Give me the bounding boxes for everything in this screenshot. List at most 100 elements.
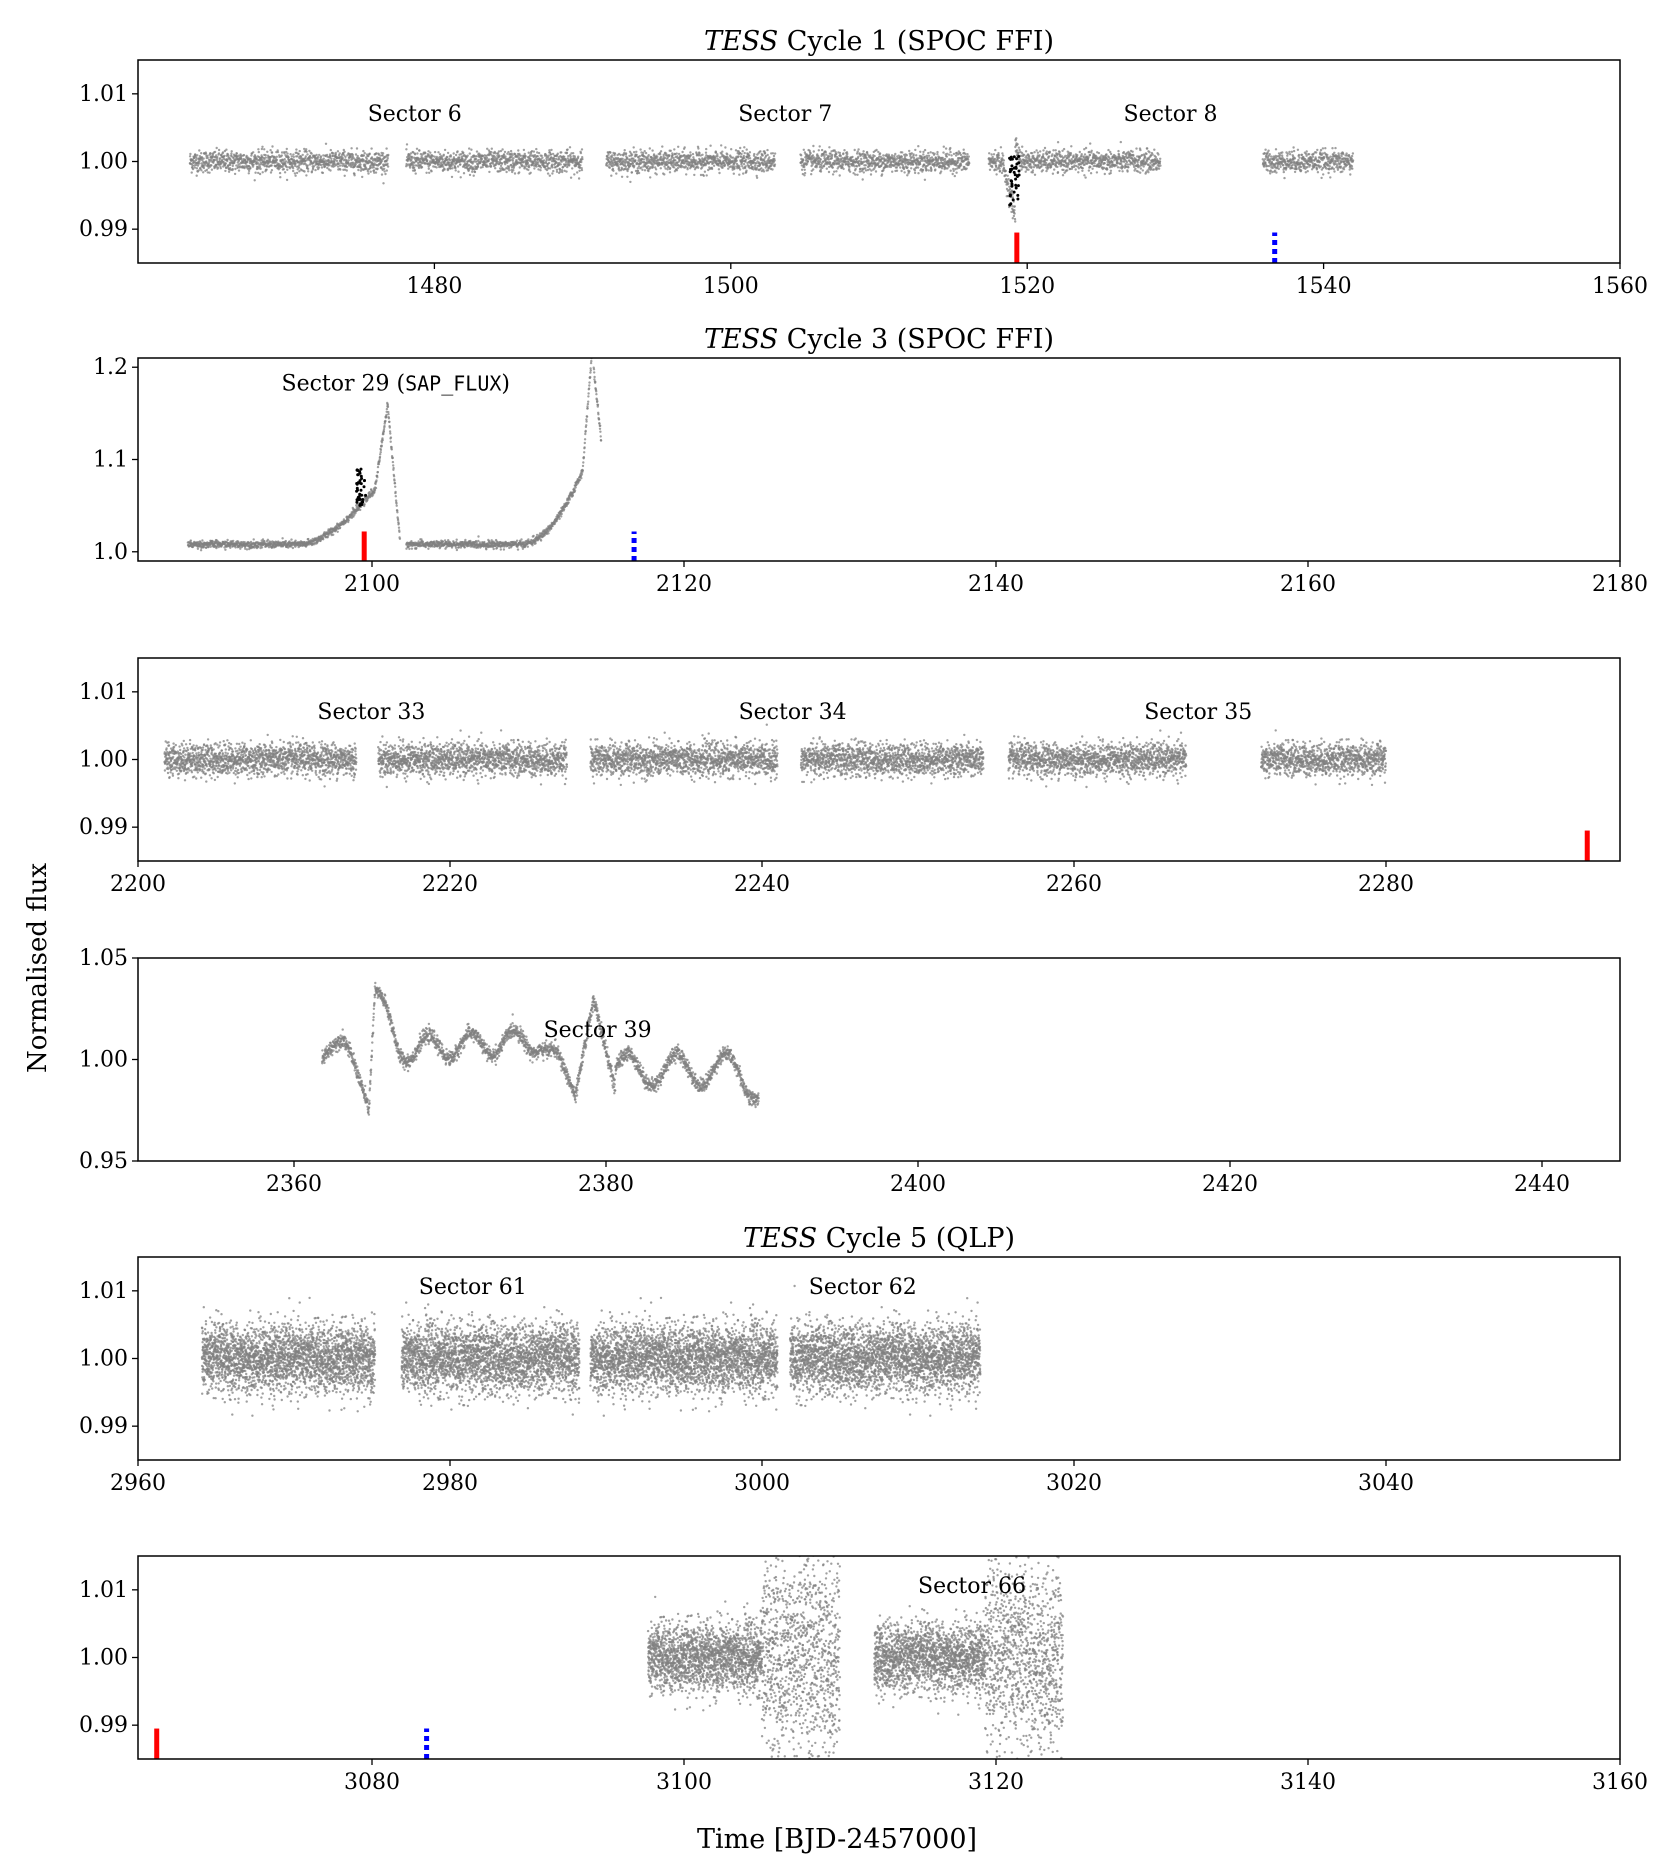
sector-label: Sector 6: [368, 102, 462, 127]
panel-1: TESS Cycle 1 (SPOC FFI) 1480 1500 1520 1540 1…: [79, 26, 1648, 299]
highlight-points-1: [355, 467, 368, 507]
x-tick-label: 3140: [1280, 1770, 1336, 1795]
y-tick-label: 1.2: [93, 355, 128, 380]
x-tick-label: 3080: [344, 1770, 400, 1795]
y-tick-label: 1.0: [93, 540, 128, 565]
y-tick-label: 1.01: [79, 680, 128, 705]
segment-4: [799, 733, 985, 785]
sector-label-text: Sector 62: [809, 1275, 917, 1300]
sector-label-text: Sector 8: [1124, 102, 1218, 127]
x-tick-label: 2140: [968, 572, 1024, 597]
y-tick-label: 0.99: [79, 217, 128, 242]
y-tick-label: 1.00: [79, 1048, 128, 1073]
x-tick-label: 2180: [1592, 572, 1648, 597]
data-points: [186, 358, 603, 552]
segment-5: [1007, 729, 1188, 789]
segment-6: [1261, 146, 1355, 180]
data-points: [163, 723, 1388, 789]
sector-label: Sector 61: [419, 1275, 527, 1300]
y-tick-label: 1.05: [79, 946, 128, 971]
panel-title-em: TESS: [704, 26, 778, 57]
x-tick-label: 2220: [422, 872, 478, 897]
sector-label-end: ): [501, 371, 510, 396]
y-axis-label: Normalised flux: [23, 863, 53, 1073]
sector-label-text: Sector 7: [738, 102, 832, 127]
data-points: [320, 981, 760, 1116]
panels: TESS Cycle 1 (SPOC FFI) 1480 1500 1520 1540 1…: [79, 26, 1648, 1795]
y-tick-label: 1.01: [79, 1578, 128, 1603]
x-tick-label: 2440: [1514, 1172, 1570, 1197]
x-tick-label: 2380: [578, 1172, 634, 1197]
x-axis-label: Time [BJD-2457000]: [697, 1824, 977, 1855]
y-tick-label: 1.01: [79, 1279, 128, 1304]
x-tick-label: 2980: [422, 1471, 478, 1496]
sector-label-text: Sector 29 (: [282, 371, 406, 396]
segment-4: [799, 144, 971, 181]
x-tick-label: 3160: [1592, 1770, 1648, 1795]
x-tick-label: 1500: [703, 274, 759, 299]
panel-title-rest: Cycle 5 (QLP): [817, 1223, 1015, 1254]
x-tick-label: 1520: [999, 274, 1055, 299]
panel-3: 2200 2220 2240 2260 2280 0.99 1.00 1.01 Sector 3…: [79, 657, 1621, 897]
panel-title-rest: Cycle 1 (SPOC FFI): [778, 26, 1054, 57]
segment-1: [646, 1595, 764, 1712]
segment-2: [405, 143, 584, 180]
panel-title: TESS Cycle 1 (SPOC FFI): [704, 26, 1054, 57]
panel-2: TESS Cycle 3 (SPOC FFI) 2100 2120 2140 2160 2…: [93, 324, 1648, 597]
sector-label-text: Sector 34: [739, 700, 847, 725]
highlight-points-1: [1008, 155, 1021, 207]
panel-5: TESS Cycle 5 (QLP) 2960 2980 3000 3020 3040 0.…: [79, 1223, 1621, 1496]
segment-3: [589, 723, 779, 787]
sector-label-mono: SAP_FLUX: [405, 371, 501, 395]
sector-label: Sector 34: [739, 700, 847, 725]
y-tick-label: 1.1: [93, 448, 128, 473]
sector-label: Sector 7: [738, 102, 832, 127]
sector-label: Sector 8: [1124, 102, 1218, 127]
sector-label-text: Sector 61: [419, 1275, 527, 1300]
x-tick-label: 3120: [968, 1770, 1024, 1795]
segment-2: [539, 995, 760, 1109]
x-tick-label: 2280: [1358, 872, 1414, 897]
x-tick-label: 2400: [890, 1172, 946, 1197]
y-tick-label: 0.99: [79, 1414, 128, 1439]
y-tick-label: 0.95: [79, 1149, 128, 1174]
y-tick-label: 1.01: [79, 82, 128, 107]
segment-2: [760, 1556, 842, 1759]
segment-1: [320, 981, 542, 1116]
segment-2: [377, 729, 569, 789]
x-tick-label: 2240: [734, 872, 790, 897]
segment-4: [983, 1556, 1065, 1759]
sector-label-text: Sector 33: [317, 700, 425, 725]
sector-label-text: Sector 66: [918, 1574, 1026, 1599]
y-tick-label: 0.99: [79, 1713, 128, 1738]
x-tick-label: 1480: [406, 274, 462, 299]
x-tick-label: 3020: [1046, 1471, 1102, 1496]
segment-1: [186, 401, 402, 552]
sector-label-text: Sector 39: [544, 1018, 652, 1043]
segment-5: [987, 137, 1162, 223]
x-tick-label: 3040: [1358, 1471, 1414, 1496]
y-tick-label: 1.00: [79, 1347, 128, 1372]
data-points: [646, 1556, 1065, 1759]
sector-label-text: Sector 35: [1144, 700, 1252, 725]
x-tick-label: 2120: [656, 572, 712, 597]
segment-3: [873, 1605, 987, 1716]
panel-title-em: TESS: [704, 324, 778, 355]
sector-label: Sector 66: [918, 1574, 1026, 1599]
data-points: [200, 1284, 982, 1417]
sector-label: Sector 29 (SAP_FLUX): [282, 371, 511, 396]
segment-6: [1260, 729, 1388, 787]
sector-label-text: Sector 6: [368, 102, 462, 127]
sector-label: Sector 33: [317, 700, 425, 725]
segment-2: [400, 1284, 581, 1416]
panel-6: 3080 3100 3120 3140 3160 0.99 1.00 1.01 Sector 6…: [79, 1555, 1648, 1795]
sector-label: Sector 35: [1144, 700, 1252, 725]
sector-label: Sector 62: [809, 1275, 917, 1300]
segment-2: [405, 358, 603, 552]
segment-1: [163, 733, 358, 788]
segment-1: [188, 142, 390, 185]
data-points: [188, 137, 1355, 223]
x-tick-label: 3100: [656, 1770, 712, 1795]
y-tick-label: 1.00: [79, 150, 128, 175]
